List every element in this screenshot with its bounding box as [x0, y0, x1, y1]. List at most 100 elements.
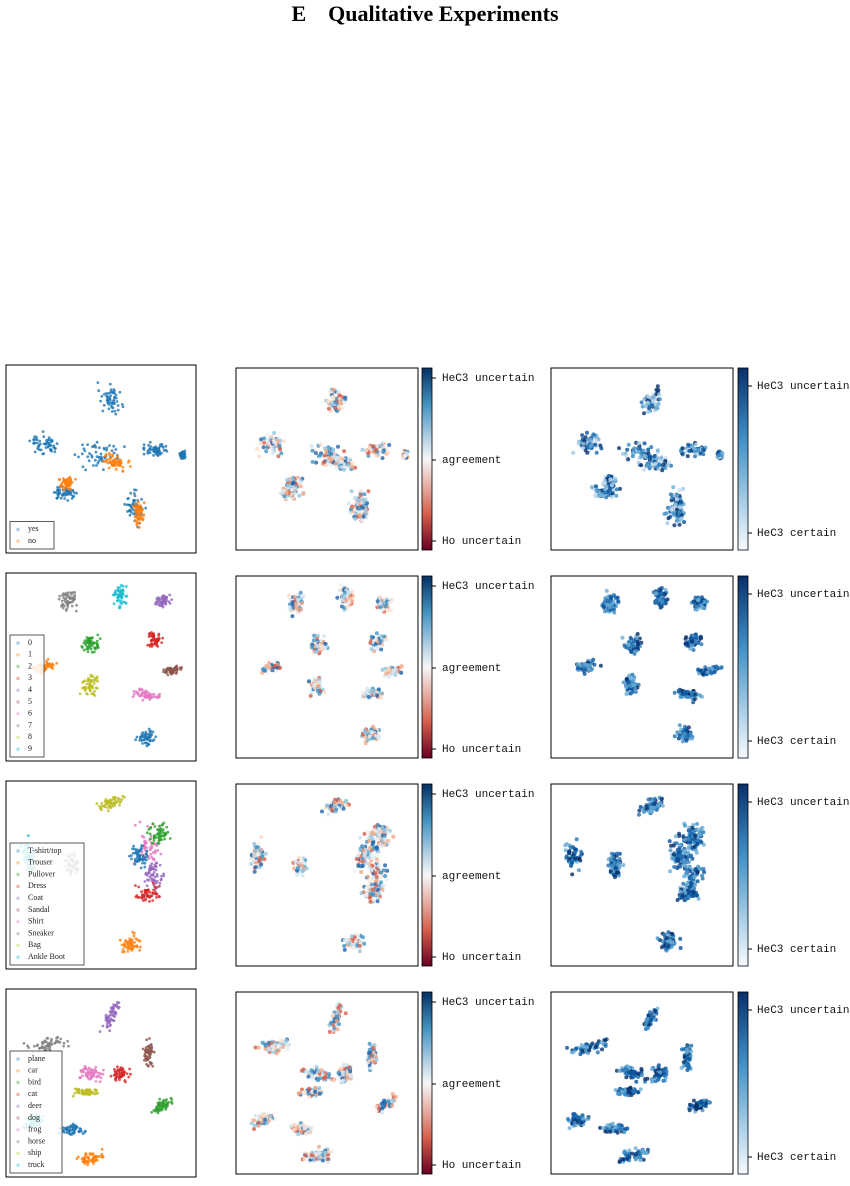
- scatter-dot: [110, 449, 114, 453]
- scatter-dot: [362, 941, 367, 946]
- scatter-dot: [113, 591, 117, 594]
- scatter-dot: [152, 637, 156, 641]
- scatter-dot: [582, 667, 586, 672]
- scatter-dot: [55, 496, 59, 500]
- scatter-dot: [358, 489, 363, 494]
- scatter-dot: [120, 403, 124, 406]
- scatter-dot: [339, 582, 344, 587]
- scatter-dot: [87, 459, 91, 463]
- scatter-dot: [59, 485, 63, 489]
- scatter-dot: [111, 593, 115, 597]
- scatter-dot: [49, 448, 53, 452]
- scatter-dot: [672, 523, 677, 528]
- scatter-dot: [686, 442, 691, 447]
- scatter-dot: [100, 394, 104, 398]
- scatter-dot: [705, 670, 710, 675]
- scatter-dot: [687, 889, 692, 894]
- scatter-dot: [140, 688, 144, 691]
- scatter-dot: [112, 602, 116, 606]
- scatter-dot: [140, 497, 144, 501]
- scatter-dot: [139, 507, 143, 511]
- scatter-dot: [97, 1071, 101, 1075]
- scatter-dot: [60, 604, 63, 608]
- legend-label: 5: [28, 697, 32, 706]
- legend-marker: [16, 676, 20, 681]
- scatter-dot: [141, 742, 145, 745]
- scatter-dot: [615, 595, 620, 600]
- scatter-dot: [82, 680, 85, 683]
- scatter-dot: [382, 834, 387, 839]
- scatter-dot: [45, 1036, 49, 1040]
- scatter-dot: [292, 491, 297, 496]
- scatter-dot: [308, 693, 313, 698]
- scatter-dot: [101, 1072, 105, 1076]
- scatter-dot: [290, 477, 295, 482]
- scatter-dot: [675, 898, 680, 902]
- scatter-dot: [685, 880, 690, 885]
- scatter-dot: [87, 686, 90, 689]
- scatter-dot: [361, 514, 366, 519]
- scatter-dot: [324, 448, 329, 453]
- scatter-dot: [680, 446, 685, 451]
- scatter-dot: [106, 461, 110, 465]
- scatter-dot: [145, 831, 149, 835]
- scatter-dot: [116, 408, 120, 412]
- scatter-dot: [140, 847, 143, 851]
- scatter-dot: [379, 870, 384, 875]
- scatter-dot: [358, 835, 362, 840]
- scatter-dot: [662, 592, 667, 597]
- scatter-dot: [364, 888, 369, 893]
- scatter-dot: [157, 895, 161, 898]
- scatter-dot: [101, 409, 105, 413]
- scatter-dot: [628, 635, 633, 640]
- scatter-dot: [138, 853, 142, 857]
- scatter-dot: [144, 506, 148, 510]
- scatter-dot: [95, 639, 99, 643]
- scatter-dot: [121, 950, 125, 954]
- scatter-dot: [377, 891, 382, 896]
- scatter-panel: [550, 575, 734, 759]
- scatter-dot: [41, 1041, 45, 1045]
- scatter-dot: [152, 632, 155, 636]
- colorbar: [421, 367, 433, 551]
- scatter-dot: [298, 590, 303, 595]
- scatter-dot: [146, 824, 150, 828]
- scatter-dot: [102, 468, 105, 471]
- scatter-panel: [550, 783, 734, 967]
- scatter-dot: [353, 465, 358, 470]
- scatter-dot: [80, 1069, 84, 1072]
- scatter-dot: [324, 463, 329, 468]
- scatter-dot: [269, 434, 274, 439]
- scatter-dot: [89, 1071, 93, 1075]
- scatter-dot: [134, 895, 138, 899]
- scatter-dot: [350, 461, 355, 466]
- scatter-dot: [384, 877, 389, 882]
- scatter-dot: [277, 444, 282, 449]
- scatter-dot: [156, 880, 159, 883]
- scatter-dot: [378, 639, 383, 644]
- scatter-dot: [691, 599, 696, 604]
- scatter-dot: [653, 599, 658, 604]
- scatter-dot: [280, 489, 285, 494]
- scatter-dot: [153, 825, 157, 828]
- panel-frame: [235, 783, 419, 967]
- scatter-dot: [93, 689, 96, 693]
- scatter-dot: [375, 852, 380, 857]
- scatter-dot: [647, 802, 652, 807]
- scatter-dot: [55, 442, 59, 445]
- scatter-dot: [335, 595, 340, 600]
- scatter-dot: [666, 516, 671, 521]
- scatter-dot: [626, 642, 631, 647]
- scatter-dot: [152, 454, 155, 457]
- scatter-dot: [385, 446, 389, 450]
- scatter-dot: [152, 692, 156, 696]
- scatter-dot: [113, 409, 117, 413]
- scatter-dot: [383, 837, 387, 842]
- scatter-dot: [47, 436, 51, 440]
- scatter-dot: [318, 442, 323, 447]
- scatter-dot: [644, 806, 649, 811]
- scatter-dot: [26, 1044, 29, 1048]
- scatter-dot: [133, 494, 137, 498]
- scatter-dot: [279, 451, 284, 456]
